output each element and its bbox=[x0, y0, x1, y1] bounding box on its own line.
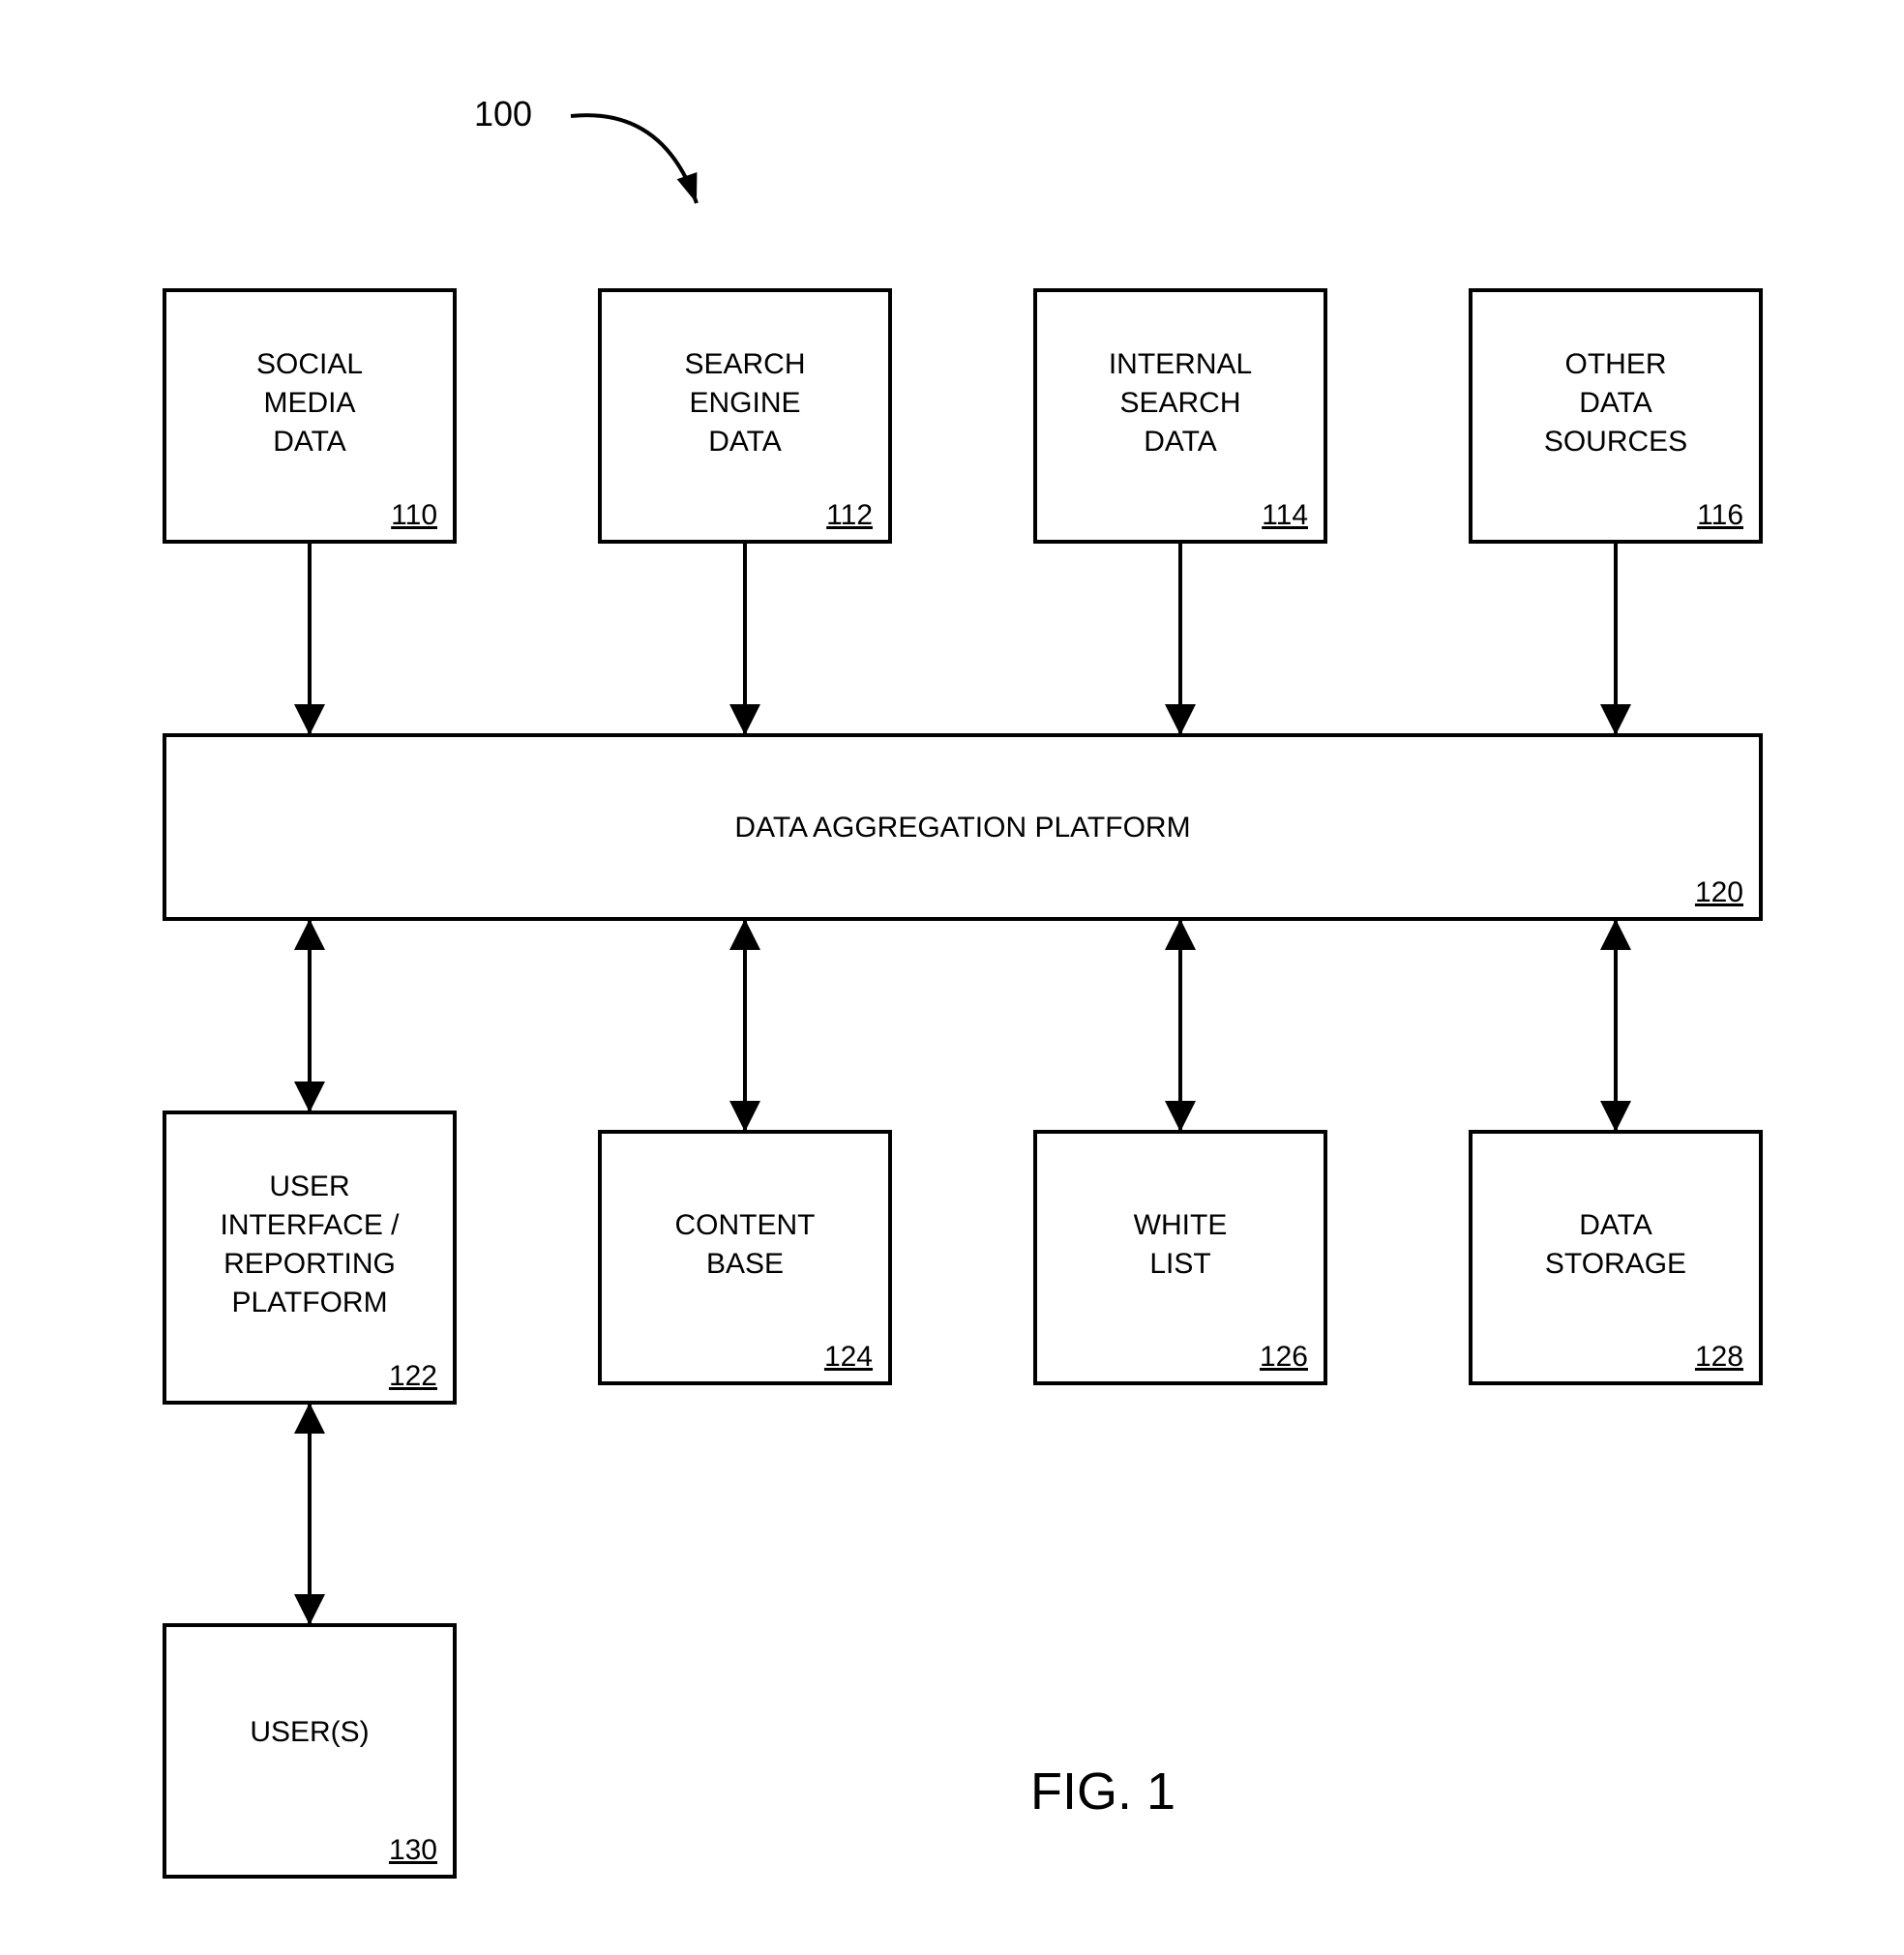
node-label-122-3: PLATFORM bbox=[231, 1287, 387, 1318]
arrowhead bbox=[294, 704, 325, 735]
figure-label: FIG. 1 bbox=[1030, 1762, 1175, 1821]
node-label-116-0: OTHER bbox=[1565, 348, 1667, 380]
node-label-120-0: DATA AGGREGATION PLATFORM bbox=[734, 812, 1190, 844]
node-ref-120: 120 bbox=[1695, 876, 1743, 908]
node-ref-130: 130 bbox=[389, 1834, 437, 1866]
node-ref-114: 114 bbox=[1262, 499, 1308, 531]
node-label-124-1: BASE bbox=[706, 1248, 784, 1280]
arrowhead bbox=[1165, 1101, 1196, 1132]
node-ref-126: 126 bbox=[1260, 1341, 1308, 1373]
node-ref-124: 124 bbox=[824, 1341, 873, 1373]
callout-arrowhead bbox=[677, 172, 698, 203]
node-label-114-1: SEARCH bbox=[1119, 387, 1240, 419]
node-ref-122: 122 bbox=[389, 1360, 437, 1392]
node-label-128-1: STORAGE bbox=[1545, 1248, 1686, 1280]
node-label-126-0: WHITE bbox=[1134, 1209, 1228, 1241]
node-label-110-1: MEDIA bbox=[263, 387, 355, 419]
node-ref-128: 128 bbox=[1695, 1341, 1743, 1373]
node-ref-116: 116 bbox=[1697, 499, 1743, 531]
arrowhead bbox=[294, 1081, 325, 1112]
arrowhead bbox=[294, 1594, 325, 1625]
node-122: USER INTERFACE / REPORTING PLATFORM 122 bbox=[164, 1112, 455, 1403]
node-label-110-2: DATA bbox=[273, 426, 346, 458]
node-130: USER(S) 130 bbox=[164, 1625, 455, 1877]
node-label-126-1: LIST bbox=[1149, 1248, 1210, 1280]
arrowhead bbox=[294, 1403, 325, 1434]
node-110: SOCIAL MEDIA DATA 110 bbox=[164, 290, 455, 542]
arrowhead bbox=[294, 919, 325, 950]
node-ref-112: 112 bbox=[826, 499, 873, 531]
node-label-112-2: DATA bbox=[708, 426, 782, 458]
arrowhead bbox=[729, 1101, 760, 1132]
node-112: SEARCH ENGINE DATA 112 bbox=[600, 290, 890, 542]
node-126: WHITE LIST 126 bbox=[1035, 1132, 1325, 1383]
node-label-122-1: INTERFACE / bbox=[220, 1209, 400, 1241]
node-114: INTERNAL SEARCH DATA 114 bbox=[1035, 290, 1325, 542]
node-label-116-2: SOURCES bbox=[1544, 426, 1687, 458]
node-label-110-0: SOCIAL bbox=[256, 348, 363, 380]
arrowhead bbox=[1600, 1101, 1631, 1132]
node-120: DATA AGGREGATION PLATFORM 120 bbox=[164, 735, 1761, 919]
node-label-114-0: INTERNAL bbox=[1109, 348, 1252, 380]
node-ref-110: 110 bbox=[391, 499, 437, 531]
arrowhead bbox=[729, 919, 760, 950]
node-124: CONTENT BASE 124 bbox=[600, 1132, 890, 1383]
arrowhead bbox=[729, 704, 760, 735]
arrowhead bbox=[1600, 704, 1631, 735]
node-label-124-0: CONTENT bbox=[675, 1209, 816, 1241]
node-label-112-1: ENGINE bbox=[689, 387, 800, 419]
node-label-112-0: SEARCH bbox=[684, 348, 805, 380]
arrowhead bbox=[1165, 919, 1196, 950]
node-label-114-2: DATA bbox=[1144, 426, 1217, 458]
node-label-128-0: DATA bbox=[1579, 1209, 1652, 1241]
diagram-canvas: SOCIAL MEDIA DATA 110 SEARCH ENGINE DATA 112 INT… bbox=[0, 0, 1904, 1955]
node-116: OTHER DATA SOURCES 116 bbox=[1471, 290, 1761, 542]
node-label-116-1: DATA bbox=[1579, 387, 1652, 419]
node-label-130-0: USER(S) bbox=[250, 1716, 369, 1748]
node-label-122-0: USER bbox=[269, 1170, 349, 1202]
callout-arrow bbox=[571, 115, 697, 203]
callout-100: 100 bbox=[474, 94, 532, 133]
node-label-122-2: REPORTING bbox=[223, 1248, 396, 1280]
arrowhead bbox=[1600, 919, 1631, 950]
node-128: DATA STORAGE 128 bbox=[1471, 1132, 1761, 1383]
arrowhead bbox=[1165, 704, 1196, 735]
